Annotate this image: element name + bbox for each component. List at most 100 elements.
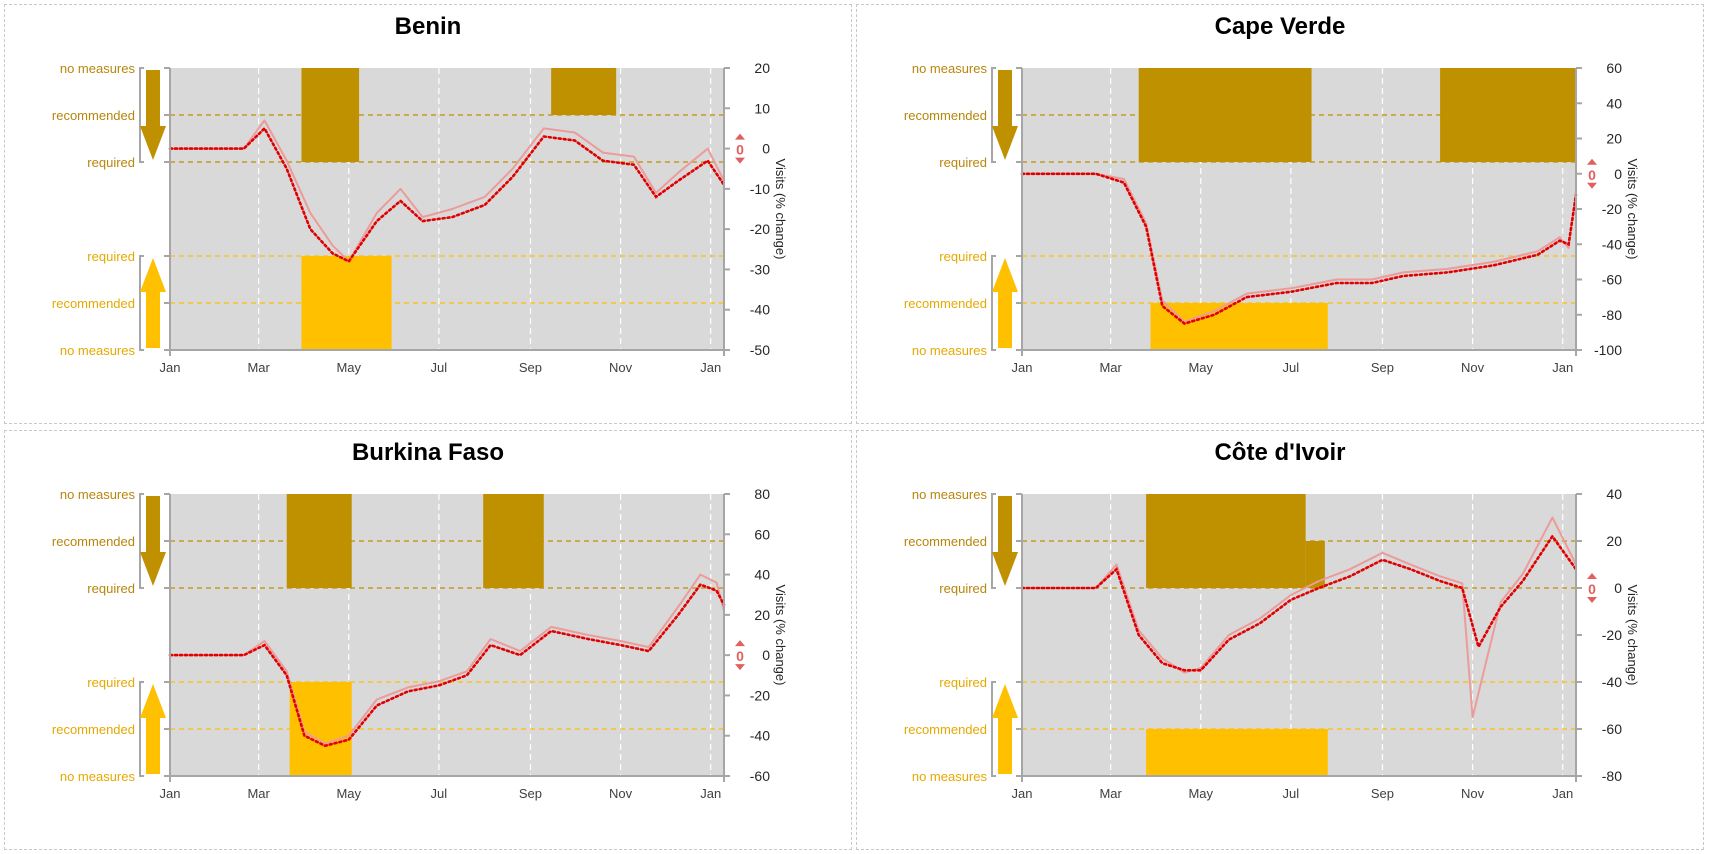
closing-measure-bar [301,68,360,162]
closing-arrow-icon [140,70,166,160]
zero-up-arrow-icon [735,640,745,647]
x-tick-label: Jan [1012,786,1033,801]
x-tick-label: Jan [1012,360,1033,375]
opening-bracket [139,681,144,777]
y-tick-label: 0 [1614,166,1622,182]
x-tick-label: Sep [1371,360,1394,375]
x-tick-label: Jul [431,786,448,801]
opening-level-label: required [87,249,135,264]
y-tick-label: -80 [1602,307,1622,323]
x-tick-label: Mar [247,786,270,801]
y-tick-label: 20 [1606,131,1622,147]
closing-level-label: required [87,155,135,170]
chart-svg: Jan Mar May Jul Sep Nov Jan 80 60 40 20 0 -20 -40 -60 n… [52,486,788,801]
x-tick-label: Jul [1283,360,1300,375]
opening-level-label: no measures [60,343,136,358]
zero-up-arrow-icon [1587,573,1597,579]
y-tick-label: 0 [762,141,770,157]
raw-visits-line [170,119,725,263]
y-axis-label: Visits (% change) [1625,585,1640,686]
opening-bracket [139,255,144,351]
y-tick-label: -60 [750,768,770,784]
zero-down-arrow-icon [735,664,745,671]
opening-level-label: recommended [52,296,135,311]
y-axis-label: Visits (% change) [773,585,788,686]
closing-arrow-icon [992,70,1018,160]
x-tick-label: May [1188,786,1213,801]
chart-panel-cote-divoire: Côte d'Ivoir Jan Mar May Jul Sep Nov Jan 40 20 0 -… [856,430,1704,850]
opening-level-label: required [87,675,135,690]
opening-bracket [991,681,996,777]
chart-svg: Jan Mar May Jul Sep Nov Jan 60 40 20 0 -20 -40 -60 -80… [904,60,1640,375]
closing-measure-bar [1146,494,1306,588]
closing-level-label: recommended [904,108,987,123]
closing-level-label: required [87,581,135,596]
closing-level-label: recommended [52,108,135,123]
zero-down-arrow-icon [1587,597,1597,603]
closing-arrow-icon [992,496,1018,586]
x-tick-label: Jan [700,786,721,801]
zero-marker-label: 0 [736,648,744,664]
chart-title: Burkina Faso [351,439,505,466]
closing-measure-bar [286,494,352,588]
y-tick-label: -50 [750,342,770,358]
opening-measure-bar [1146,729,1328,776]
chart-svg: Jan Mar May Jul Sep Nov Jan 20 10 0 -10 -20 -30 -40 -5… [52,60,788,375]
closing-bracket [139,493,144,589]
x-tick-label: Nov [1461,360,1485,375]
x-tick-label: Jan [700,360,721,375]
y-tick-label: 20 [1606,533,1622,549]
y-tick-label: -20 [1602,201,1622,217]
y-tick-label: -80 [1602,768,1622,784]
y-tick-label: -20 [1602,627,1622,643]
y-tick-label: 20 [754,60,770,76]
closing-level-label: no measures [60,61,136,76]
closing-level-label: no measures [912,61,988,76]
chart-panel-benin: Benin Jan Mar May Jul Sep Nov Jan 20 10 0 -10 -20 -3… [4,4,852,424]
zero-marker-label: 0 [1588,167,1596,183]
x-tick-label: Mar [247,360,270,375]
zero-down-arrow-icon [1587,182,1597,189]
y-tick-label: -10 [750,181,770,197]
closing-measure-bar [1440,68,1576,162]
opening-level-label: no measures [912,343,988,358]
opening-bracket [991,255,996,351]
opening-level-label: required [939,249,987,264]
plot-area [170,494,724,776]
x-tick-label: Mar [1099,786,1122,801]
y-tick-label: -20 [750,221,770,237]
opening-level-label: no measures [912,769,988,784]
closing-level-label: recommended [904,534,987,549]
y-axis-label: Visits (% change) [773,159,788,260]
opening-arrow-icon [140,258,166,348]
chart-title: Cape Verde [1214,13,1346,40]
y-tick-label: -20 [750,687,770,703]
zero-up-arrow-icon [1587,158,1597,165]
closing-measure-bar [1305,541,1325,588]
x-tick-label: Jan [1552,360,1573,375]
closing-bracket [139,67,144,163]
opening-level-label: no measures [60,769,136,784]
closing-level-label: recommended [52,534,135,549]
x-tick-label: May [336,786,361,801]
x-tick-label: Nov [1461,786,1485,801]
trend-visits-line [1020,534,1578,672]
chart-panel-cape-verde: Cape Verde Jan Mar May Jul Sep Nov Jan 60 40 20 0 -… [856,4,1704,424]
zero-down-arrow-icon [735,157,745,164]
x-tick-label: May [1188,360,1213,375]
x-tick-label: Nov [609,360,633,375]
raw-visits-line [1022,172,1577,323]
closing-measure-bar [1138,68,1312,162]
y-tick-label: 40 [1606,95,1622,111]
x-tick-label: Sep [519,360,542,375]
closing-arrow-icon [140,496,166,586]
x-tick-label: Jan [1552,786,1573,801]
opening-measure-bar [289,682,352,776]
y-tick-label: -60 [1602,272,1622,288]
opening-arrow-icon [992,258,1018,348]
x-tick-label: Jan [160,360,181,375]
closing-measure-bar [483,494,544,588]
y-tick-label: 10 [754,100,770,116]
x-tick-label: Jul [431,360,448,375]
